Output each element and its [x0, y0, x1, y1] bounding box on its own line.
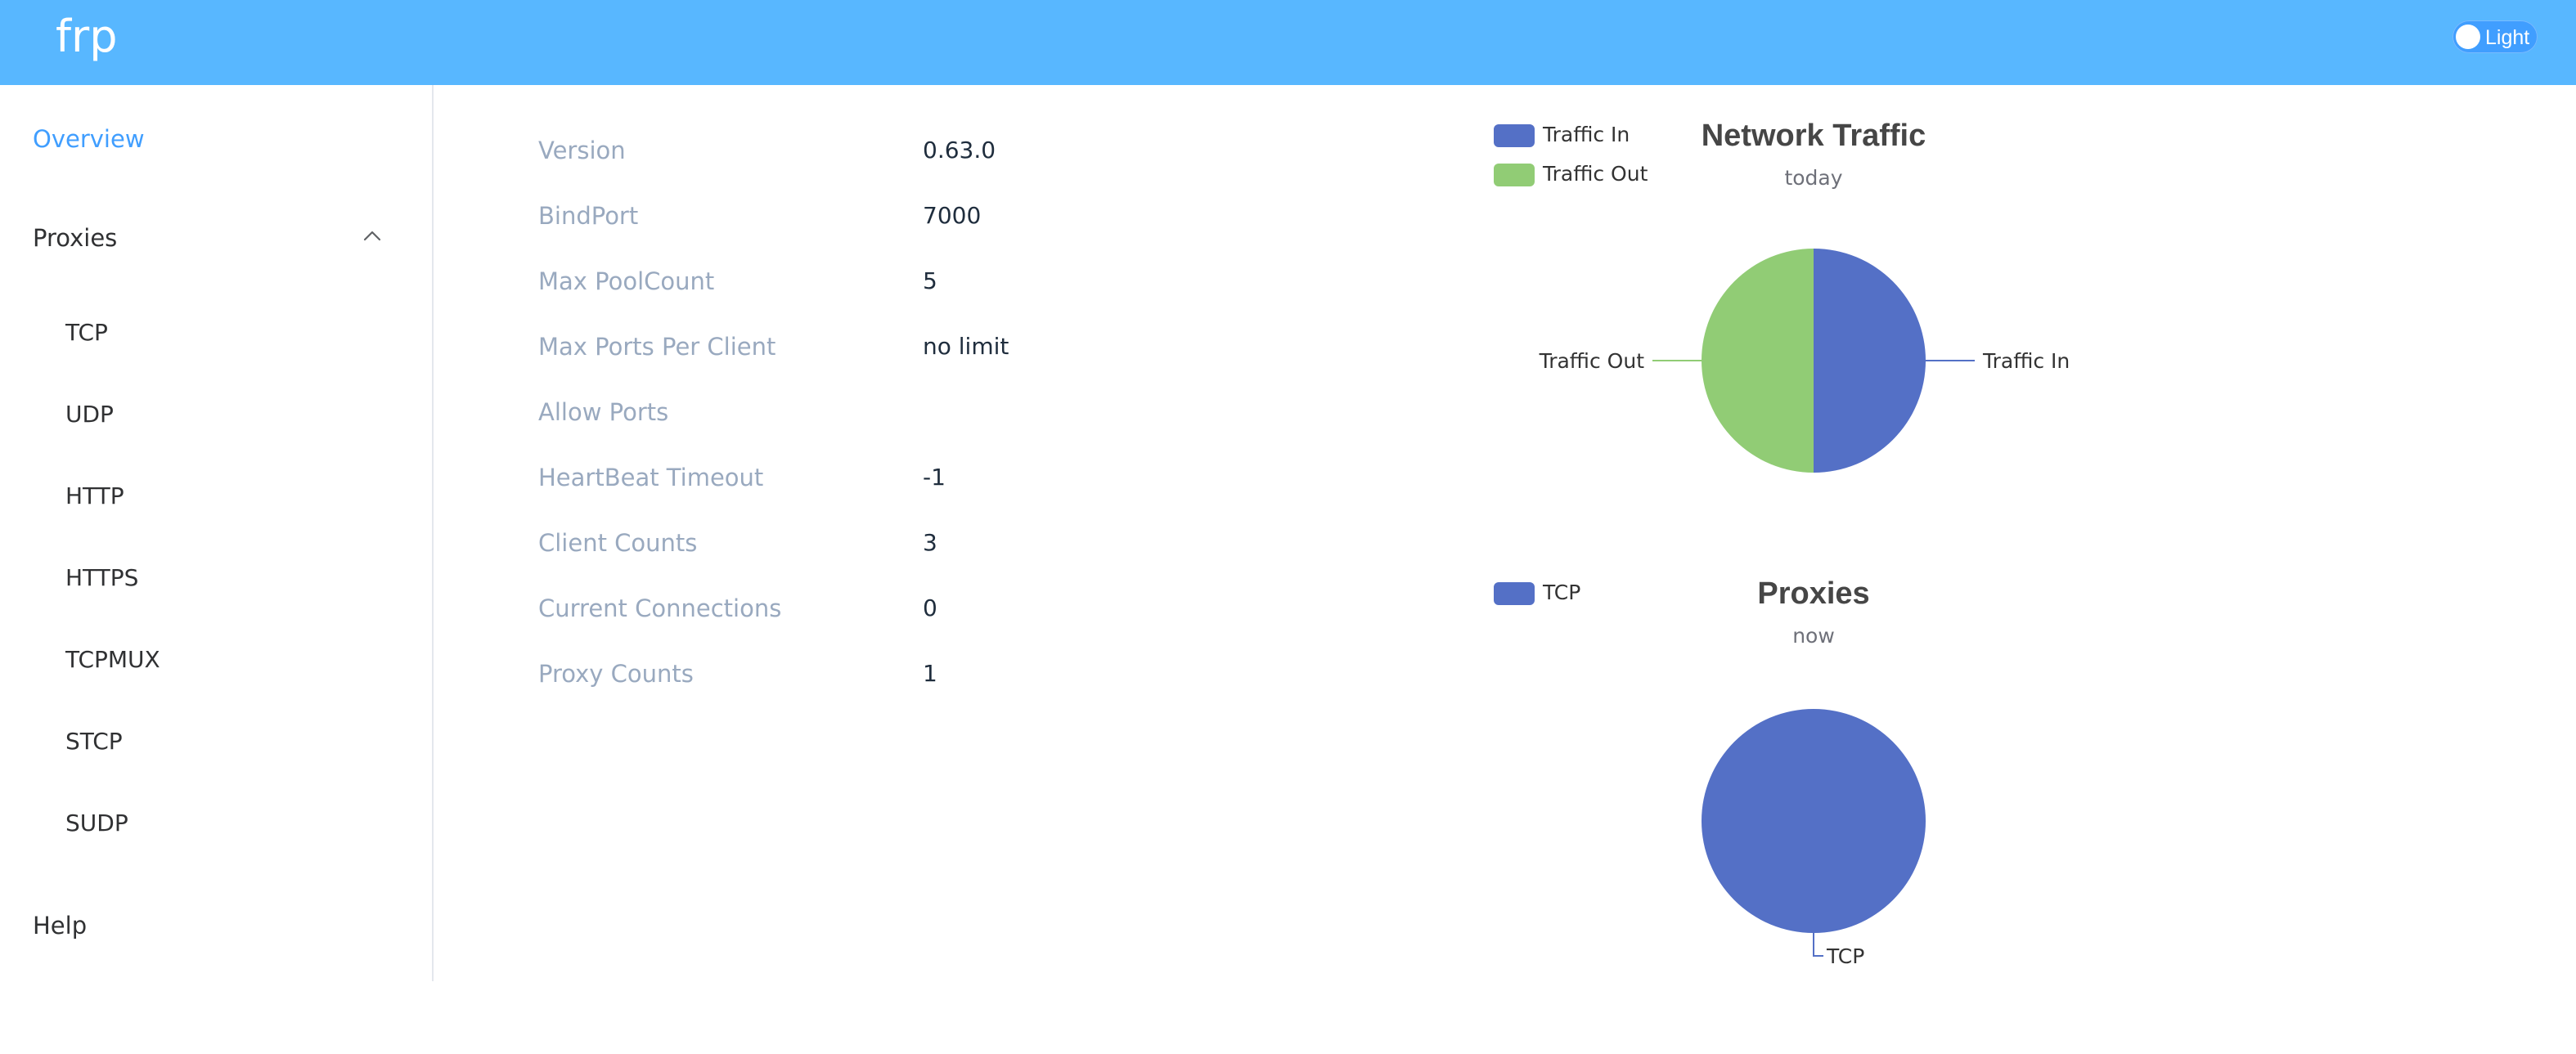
info-value-max-poolcount: 5: [923, 267, 937, 294]
info-value-max-ports-per-client: no limit: [923, 333, 1009, 360]
legend-swatch: [1494, 582, 1535, 605]
top-bar: frp Light: [0, 0, 2576, 85]
pie-slice-traffic-out[interactable]: [1702, 249, 1814, 473]
theme-toggle-label: Light: [2485, 26, 2530, 49]
sidebar-item-http[interactable]: HTTP: [65, 482, 124, 509]
theme-toggle-switch[interactable]: Light: [2452, 20, 2538, 53]
legend-label: Traffic Out: [1543, 162, 1648, 186]
chevron-up-icon[interactable]: [362, 226, 383, 247]
info-label-version: Version: [538, 137, 626, 164]
info-label-max-poolcount: Max PoolCount: [538, 267, 715, 295]
pie-slice-tcp[interactable]: [1702, 709, 1926, 933]
sidebar-item-stcp[interactable]: STCP: [65, 728, 123, 755]
info-label-client-counts: Client Counts: [538, 529, 698, 557]
sidebar-item-overview[interactable]: Overview: [33, 125, 145, 153]
pie-label-tcp: TCP: [1826, 944, 1864, 968]
pie-label-traffic-out: Traffic Out: [1539, 349, 1645, 373]
chart-title: Network Traffic: [1701, 119, 1926, 153]
legend-swatch: [1494, 164, 1535, 186]
info-label-bindport: BindPort: [538, 202, 639, 230]
chart-subtitle: now: [1792, 624, 1835, 648]
sidebar-item-https[interactable]: HTTPS: [65, 564, 139, 591]
info-label-proxy-counts: Proxy Counts: [538, 660, 694, 688]
info-label-current-connections: Current Connections: [538, 594, 782, 622]
legend-label: TCP: [1543, 581, 1581, 604]
sidebar-item-sudp[interactable]: SUDP: [65, 810, 128, 836]
legend-swatch: [1494, 124, 1535, 147]
info-value-proxy-counts: 1: [923, 660, 937, 687]
sidebar-item-tcp[interactable]: TCP: [65, 319, 108, 346]
network-traffic-pie: Traffic In Traffic Out: [1539, 249, 2070, 473]
pie-label-line-tcp: [1813, 933, 1823, 957]
chart-subtitle: today: [1784, 166, 1843, 190]
info-value-heartbeat-timeout: -1: [923, 464, 946, 491]
sidebar-menu: Overview Proxies TCP UDP HTTP HTTPS TCPM…: [0, 85, 434, 981]
sidebar-item-proxies[interactable]: Proxies: [33, 224, 118, 252]
chart-title: Proxies: [1757, 576, 1870, 611]
legend-label: Traffic In: [1543, 123, 1630, 146]
toggle-knob: [2456, 25, 2480, 49]
sidebar-item-tcpmux[interactable]: TCPMUX: [65, 646, 160, 673]
sidebar-item-help[interactable]: Help: [33, 912, 88, 940]
info-label-max-ports-per-client: Max Ports Per Client: [538, 333, 776, 361]
pie-label-traffic-in: Traffic In: [1982, 349, 2070, 373]
info-value-bindport: 7000: [923, 202, 982, 229]
sidebar-item-udp[interactable]: UDP: [65, 401, 114, 428]
info-value-version: 0.63.0: [923, 137, 996, 164]
proxies-pie: TCP: [1702, 709, 1926, 968]
brand-logo[interactable]: frp: [56, 11, 118, 62]
info-value-client-counts: 3: [923, 529, 937, 556]
info-label-allow-ports: Allow Ports: [538, 398, 669, 426]
info-value-current-connections: 0: [923, 594, 937, 621]
info-label-heartbeat-timeout: HeartBeat Timeout: [538, 464, 764, 491]
pie-slice-traffic-in[interactable]: [1814, 249, 1926, 473]
